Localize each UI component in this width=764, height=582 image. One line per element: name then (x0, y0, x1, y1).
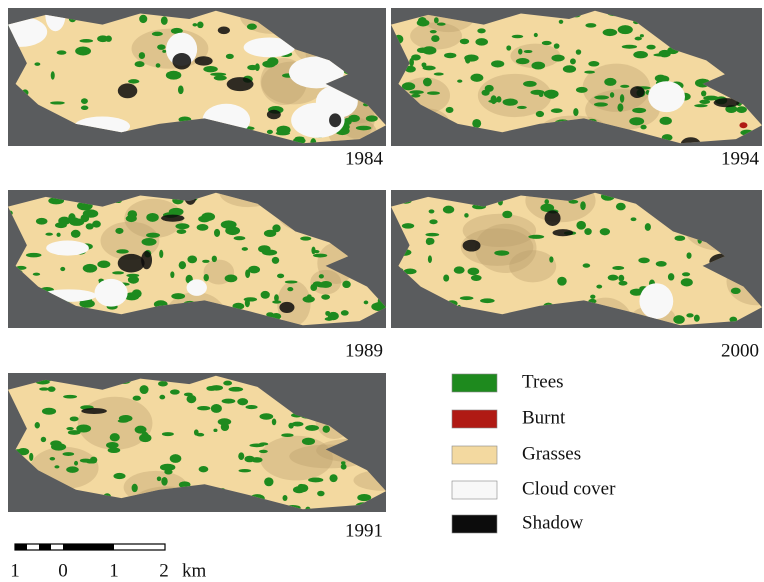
scale-bar-label: 1 (10, 560, 20, 581)
scale-bar-segment (39, 544, 51, 550)
legend-label: Grasses (522, 443, 581, 464)
map-panel (0, 0, 408, 149)
scale-bar-unit: km (182, 560, 207, 581)
map-panel (0, 369, 412, 527)
figure: 1984 1994 1989 2000 1991 Trees Burnt Grasses Clo… (0, 0, 764, 582)
panel-year: 2000 (721, 340, 759, 361)
map-panel (387, 0, 764, 152)
legend-swatch (452, 446, 497, 464)
legend-swatch (452, 374, 497, 392)
panel-year: 1991 (345, 520, 383, 541)
legend-label: Shadow (522, 512, 584, 533)
scale-bar-label: 0 (58, 560, 68, 581)
scale-bar-segment (15, 544, 27, 550)
panel-year: 1989 (345, 340, 383, 361)
scale-bar-segment (63, 544, 114, 550)
scale-bar-label: 2 (159, 560, 169, 581)
legend-swatch (452, 515, 497, 533)
panel-year: 1984 (345, 148, 384, 169)
legend-label: Trees (522, 371, 564, 392)
scale-bar-label: 1 (109, 560, 119, 581)
legend-swatch (452, 410, 497, 428)
legend-label: Cloud cover (522, 478, 616, 499)
map-panel (3, 177, 386, 347)
panel-year: 1994 (721, 148, 760, 169)
legend-label: Burnt (522, 407, 566, 428)
legend-swatch (452, 481, 497, 499)
map-panel (391, 179, 764, 352)
